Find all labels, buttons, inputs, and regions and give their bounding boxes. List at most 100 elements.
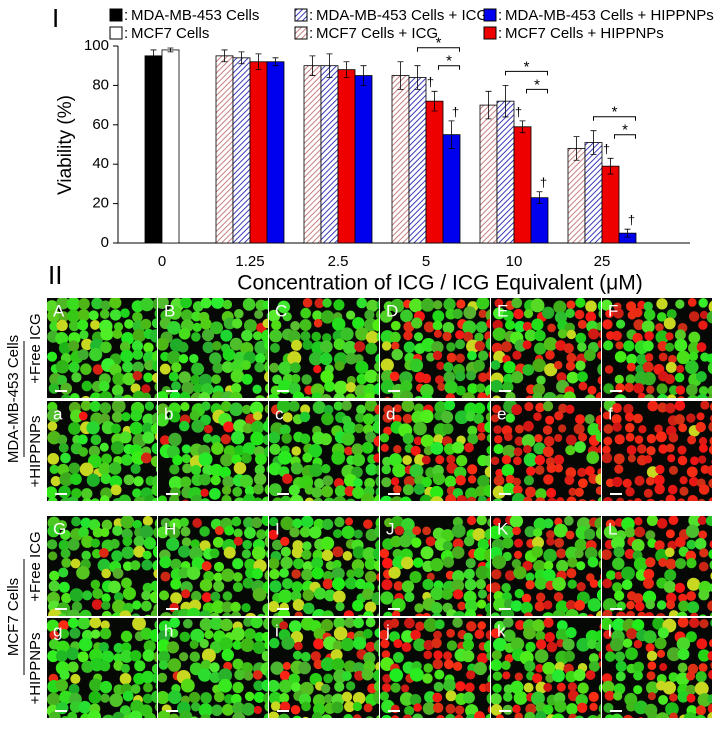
- cell: [158, 391, 169, 398]
- cell: [364, 558, 377, 570]
- cell: [101, 519, 113, 531]
- cell: [574, 441, 586, 453]
- cell: [333, 529, 343, 539]
- cell: [130, 684, 141, 694]
- cell: [363, 392, 375, 398]
- cell: [604, 690, 615, 701]
- cell: [509, 516, 524, 528]
- dagger: †: [540, 175, 547, 190]
- cell: [602, 299, 613, 311]
- y-axis-title: Viability (%): [55, 95, 76, 195]
- cell: [69, 588, 84, 602]
- cell: [222, 475, 235, 488]
- cell: [546, 463, 557, 474]
- cell: [686, 577, 701, 591]
- cell: [129, 421, 143, 435]
- cell: [282, 412, 293, 423]
- cell: [47, 650, 60, 663]
- cell: [523, 452, 538, 467]
- cell: [436, 361, 445, 370]
- cell: [586, 638, 598, 650]
- cell: [375, 464, 379, 476]
- cell: [522, 321, 533, 332]
- cell: [47, 539, 58, 550]
- cell: [323, 673, 334, 684]
- cell: [665, 592, 677, 604]
- cell: [544, 632, 555, 643]
- cell: [429, 485, 444, 500]
- cell: [423, 650, 433, 660]
- y-tick-label: 0: [101, 234, 109, 251]
- cell: [643, 568, 655, 580]
- cell: [282, 473, 293, 485]
- bar: [144, 55, 163, 244]
- cell: [686, 466, 698, 478]
- cell: [112, 568, 124, 579]
- cell: [110, 441, 125, 455]
- cell: [475, 383, 486, 393]
- cell: [524, 660, 536, 672]
- cell: [493, 444, 504, 455]
- cell: [478, 372, 488, 382]
- cell: [363, 628, 373, 639]
- cell: [365, 330, 379, 344]
- cell: [101, 650, 114, 664]
- cell: [92, 527, 103, 538]
- cell: [111, 384, 124, 397]
- cell: [158, 672, 168, 683]
- cell: [668, 516, 679, 526]
- cell: [565, 608, 579, 616]
- cell: [141, 384, 151, 394]
- cell: [502, 618, 514, 628]
- cell: [565, 404, 575, 414]
- cell: [288, 620, 302, 633]
- cell: [573, 423, 585, 435]
- cell: [551, 713, 565, 718]
- cell: [501, 660, 511, 671]
- cell: [322, 578, 334, 590]
- cell: [399, 496, 412, 501]
- panel-letter: L: [608, 519, 617, 538]
- cell: [68, 422, 81, 435]
- cell: [485, 337, 490, 351]
- cell: [381, 477, 392, 488]
- cell: [523, 475, 534, 486]
- cell: [589, 579, 599, 588]
- error-bar: [150, 49, 157, 63]
- cell: [430, 601, 443, 614]
- cell: [346, 569, 356, 579]
- cell: [467, 475, 477, 484]
- cell: [110, 484, 122, 496]
- cell: [615, 660, 627, 672]
- panel-letter: J: [386, 519, 395, 538]
- cell: [440, 410, 454, 424]
- cell: [374, 525, 379, 538]
- cells: [158, 298, 268, 398]
- panel-letter: k: [497, 621, 506, 640]
- cell: [605, 309, 614, 319]
- cell: [678, 593, 688, 603]
- cell: [674, 338, 688, 352]
- cell: [341, 401, 352, 411]
- cell: [301, 701, 311, 712]
- cell: [269, 483, 282, 497]
- cell: [654, 424, 663, 434]
- cell: [710, 661, 712, 669]
- cell: [588, 653, 599, 664]
- cell: [485, 583, 490, 592]
- cell: [264, 610, 268, 616]
- cell: [390, 535, 402, 548]
- cell: [666, 309, 677, 320]
- cell: [192, 322, 202, 333]
- bar: [303, 65, 322, 244]
- cell: [79, 330, 89, 340]
- error-bar: [624, 228, 631, 238]
- cell: [597, 578, 601, 589]
- cell: [90, 629, 101, 639]
- cell: [319, 433, 332, 446]
- cell: [488, 664, 490, 671]
- cell: [597, 300, 601, 312]
- cells: [47, 618, 157, 718]
- cell: [122, 586, 136, 601]
- cell: [271, 539, 283, 551]
